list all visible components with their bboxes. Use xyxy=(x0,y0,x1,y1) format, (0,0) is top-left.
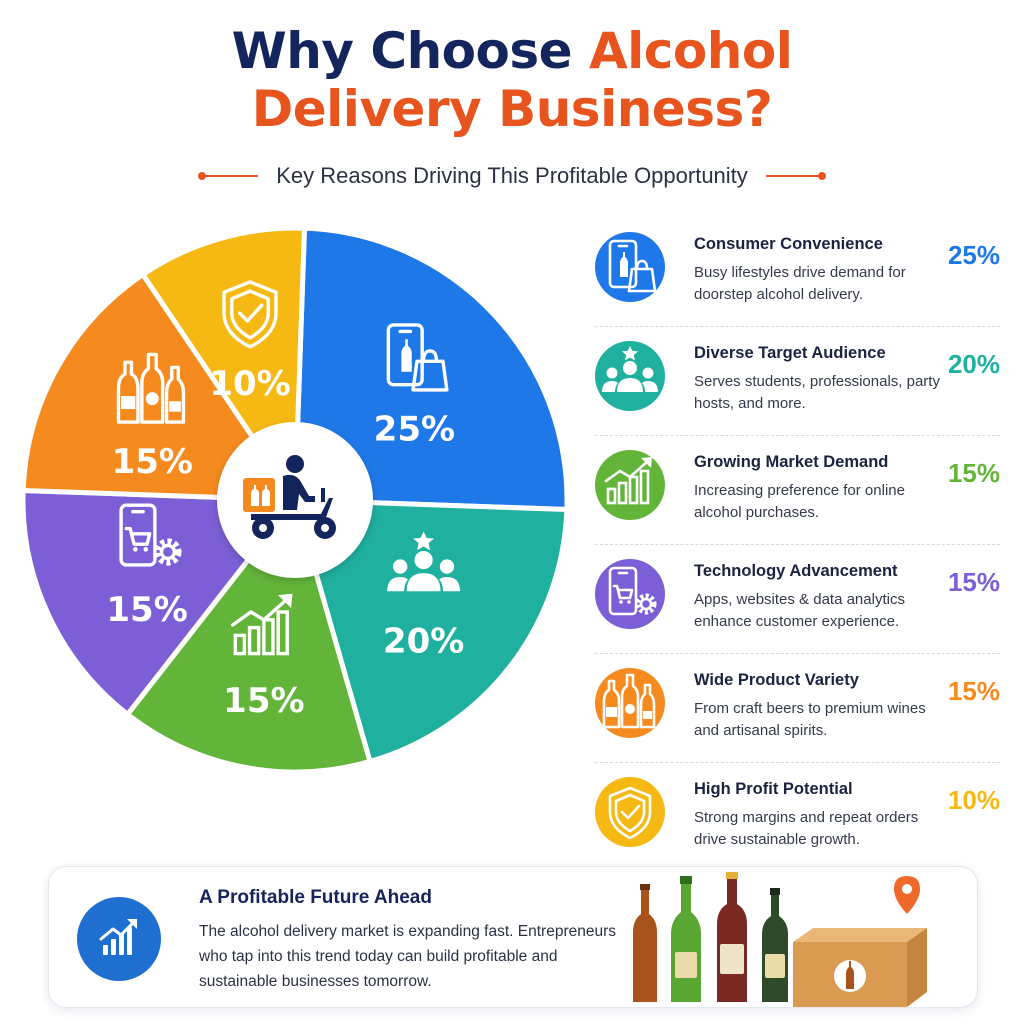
reason-percent: 15% xyxy=(947,676,1000,706)
pie-label-3: 15% xyxy=(223,681,304,721)
reason-description: Strong margins and repeat orders drive s… xyxy=(694,809,919,848)
pie-slice-2 xyxy=(292,497,570,764)
reason-description: Serves students, professionals, party ho… xyxy=(694,373,940,412)
reason-description: Apps, websites & data analytics enhance … xyxy=(694,591,905,630)
pie-slice-4 xyxy=(20,488,298,717)
reasons-list: Consumer Convenience Busy lifestyles driv… xyxy=(595,218,1000,871)
reason-title: High Profit Potential xyxy=(694,780,853,798)
reason-title: Technology Advancement xyxy=(694,562,898,580)
bottles-icon xyxy=(595,668,665,738)
reason-title: Wide Product Variety xyxy=(694,671,859,689)
reason-percent: 10% xyxy=(947,785,1000,815)
reason-percent: 15% xyxy=(947,458,1000,488)
reason-percent: 25% xyxy=(947,240,1000,270)
phone-bag-icon xyxy=(386,323,449,392)
growth-chart-icon xyxy=(230,593,293,656)
reason-item: Wide Product Variety From craft beers to … xyxy=(595,654,1000,763)
pie-slice-1 xyxy=(292,225,570,512)
title-part-2: Alcohol xyxy=(588,22,793,80)
pie-slice-5 xyxy=(20,272,298,503)
people-icon xyxy=(595,341,665,411)
reason-item: Growing Market Demand Increasing preferen… xyxy=(595,436,1000,545)
growth-chart-icon xyxy=(595,450,665,520)
reason-description: Busy lifestyles drive demand for doorste… xyxy=(694,264,906,303)
pie-label-2: 20% xyxy=(383,621,464,661)
bottles-box-location-icon xyxy=(633,872,927,1007)
title-part-3: Delivery Business? xyxy=(251,80,773,138)
footer-title: A Profitable Future Ahead xyxy=(199,887,432,908)
subtitle-row: Key Reasons Driving This Profitable Oppo… xyxy=(0,160,1024,192)
reason-percent: 20% xyxy=(947,349,1000,379)
phone-cart-gear-icon xyxy=(119,503,182,567)
pie-chart: 25% 20% 15% 15% 15% 10% xyxy=(20,225,570,775)
phone-bag-icon xyxy=(595,232,665,302)
footer-card: A Profitable Future Ahead The alcohol de… xyxy=(48,866,978,1008)
reason-title: Diverse Target Audience xyxy=(694,344,886,362)
reason-title: Growing Market Demand xyxy=(694,453,889,471)
page-title: Why Choose Alcohol Delivery Business? xyxy=(0,22,1024,138)
reason-title: Consumer Convenience xyxy=(694,235,883,253)
subtitle-divider-left xyxy=(198,172,259,180)
reason-percent: 15% xyxy=(947,567,1000,597)
pie-labels: 25% 20% 15% 15% 15% 10% xyxy=(106,280,464,721)
pie-label-5: 15% xyxy=(112,442,193,482)
reason-item: Consumer Convenience Busy lifestyles driv… xyxy=(595,218,1000,327)
shield-check-icon xyxy=(595,777,665,847)
subtitle: Key Reasons Driving This Profitable Oppo… xyxy=(276,163,748,188)
pie-label-6: 10% xyxy=(209,364,290,404)
title-part-1: Why Choose xyxy=(231,22,589,80)
delivery-scooter-icon xyxy=(243,455,336,539)
subtitle-divider-right xyxy=(765,172,826,180)
reason-description: From craft beers to premium wines and ar… xyxy=(694,700,926,739)
reason-description: Increasing preference for online alcohol… xyxy=(694,482,905,521)
people-icon xyxy=(387,531,461,592)
footer-text: The alcohol delivery market is expanding… xyxy=(199,923,616,990)
reason-item: Technology Advancement Apps, websites & d… xyxy=(595,545,1000,654)
reason-item: Diverse Target Audience Serves students, … xyxy=(595,327,1000,436)
shield-check-icon xyxy=(222,280,278,349)
phone-cart-gear-icon xyxy=(595,559,665,629)
bottles-icon xyxy=(116,352,186,424)
footer-growth-icon xyxy=(77,897,161,981)
pie-label-1: 25% xyxy=(374,410,455,450)
reason-item: High Profit Potential Strong margins and … xyxy=(595,763,1000,871)
pie-label-4: 15% xyxy=(106,590,187,630)
